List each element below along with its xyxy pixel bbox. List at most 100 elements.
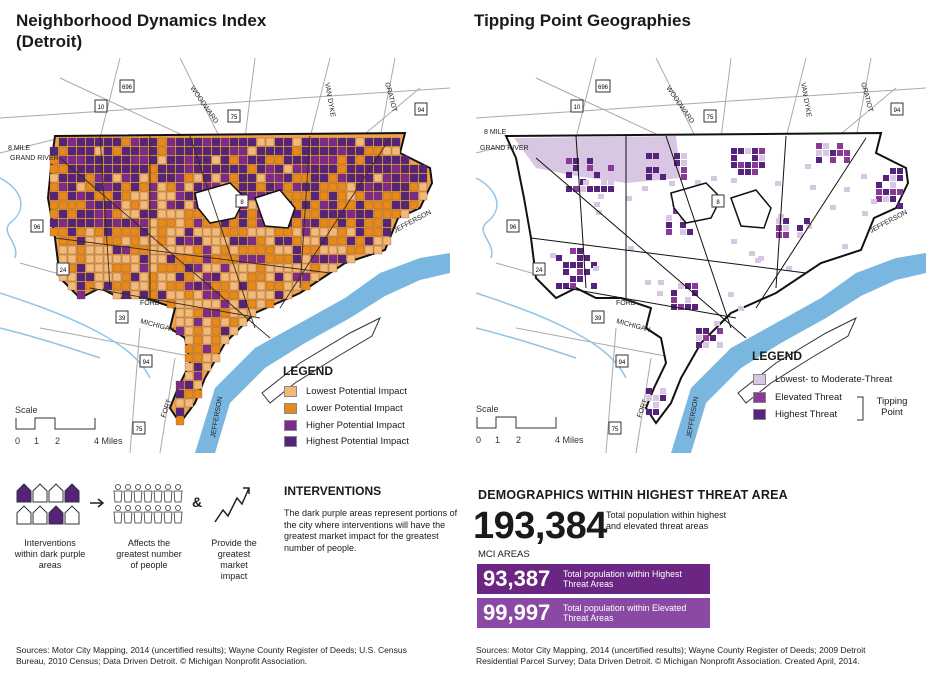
tipping-point-bracket bbox=[857, 396, 864, 421]
person-body-icon bbox=[163, 511, 173, 524]
left-legend-item: Highest Potential Impact bbox=[284, 436, 409, 447]
houses-icon bbox=[16, 483, 80, 525]
right-legend-item: Elevated Threat bbox=[753, 392, 842, 403]
left-scale-1: 1 bbox=[34, 436, 40, 446]
person-body-icon bbox=[133, 490, 143, 503]
swatch-lower bbox=[284, 403, 297, 414]
label-michigan: MICHIGAN bbox=[615, 318, 651, 334]
svg-text:94: 94 bbox=[418, 108, 425, 114]
right-scale-4: 4 Miles bbox=[555, 435, 584, 445]
detroit-river bbox=[671, 253, 926, 453]
label-grand-river: GRAND RIVER bbox=[10, 155, 59, 162]
person-head-icon bbox=[145, 484, 151, 490]
shield-696-icon: 696 bbox=[119, 79, 135, 93]
highest-threat-desc: Total population within Highest Threat A… bbox=[563, 569, 682, 589]
left-scale-bar bbox=[15, 417, 96, 430]
person-body-icon bbox=[163, 490, 173, 503]
person-head-icon bbox=[115, 505, 121, 511]
highest-threat-number: 93,387 bbox=[483, 566, 551, 591]
label-ford: FORD bbox=[140, 300, 160, 307]
shield-94-icon: 94 bbox=[414, 102, 428, 116]
swatch-lowest-moderate bbox=[753, 374, 766, 385]
house-icon bbox=[48, 483, 64, 503]
route-shields: 696 10 75 94 8 96 24 39 94 75 bbox=[30, 79, 428, 435]
svg-text:8: 8 bbox=[716, 200, 720, 206]
left-map-title: Neighborhood Dynamics Index (Detroit) bbox=[16, 11, 267, 51]
svg-text:24: 24 bbox=[60, 268, 67, 274]
caption-market: Provide the greatest market impact bbox=[211, 538, 257, 581]
interventions-body: The dark purple areas represent portions… bbox=[284, 508, 458, 553]
svg-text:696: 696 bbox=[122, 85, 133, 91]
house-icon bbox=[32, 483, 48, 503]
people-icon bbox=[113, 484, 183, 524]
shield-39-icon: 39 bbox=[591, 310, 605, 324]
total-population-desc: Total population within highest and elev… bbox=[606, 510, 727, 531]
swatch-highest bbox=[284, 436, 297, 447]
house-icon bbox=[16, 483, 32, 503]
svg-text:696: 696 bbox=[598, 85, 609, 91]
tipping-point-label: Tipping Point bbox=[876, 396, 908, 418]
shield-10-icon: 10 bbox=[94, 99, 108, 113]
shield-10-icon: 10 bbox=[570, 99, 584, 113]
right-legend-item: Highest Threat bbox=[753, 409, 837, 420]
detroit-river bbox=[195, 253, 450, 453]
svg-text:8: 8 bbox=[240, 200, 244, 206]
right-map-title: Tipping Point Geographies bbox=[474, 11, 691, 30]
rivers bbox=[0, 177, 151, 379]
neighborhood-dynamics-map: 8 MILE GRAND RIVER WOODWARD VAN DYKE GRA… bbox=[0, 58, 450, 453]
shield-696-icon: 696 bbox=[595, 79, 611, 93]
svg-text:24: 24 bbox=[536, 268, 543, 274]
island bbox=[261, 316, 382, 404]
shield-75-icon: 75 bbox=[227, 109, 241, 123]
person-head-icon bbox=[165, 505, 171, 511]
person-body-icon bbox=[133, 511, 143, 524]
swatch-higher bbox=[284, 420, 297, 431]
right-scale-1: 1 bbox=[495, 435, 501, 445]
label-8-mile: 8 MILE bbox=[8, 145, 31, 152]
route-shields: 696 10 75 94 8 96 24 39 94 75 bbox=[506, 79, 904, 435]
interventions-title: INTERVENTIONS bbox=[284, 484, 382, 498]
svg-text:39: 39 bbox=[119, 316, 126, 322]
svg-text:94: 94 bbox=[619, 360, 626, 366]
person-head-icon bbox=[125, 505, 131, 511]
house-icon bbox=[32, 505, 48, 525]
svg-text:75: 75 bbox=[136, 427, 143, 433]
person-head-icon bbox=[115, 484, 121, 490]
svg-text:75: 75 bbox=[231, 115, 238, 121]
person-body-icon bbox=[173, 490, 183, 503]
person-head-icon bbox=[175, 484, 181, 490]
elevated-threat-number: 99,997 bbox=[483, 600, 551, 625]
background-roads bbox=[476, 58, 926, 453]
person-head-icon bbox=[155, 505, 161, 511]
shield-75-icon: 75 bbox=[703, 109, 717, 123]
label-grand-river: GRAND RIVER bbox=[480, 145, 529, 152]
shield-24-icon: 24 bbox=[532, 262, 546, 276]
person-body-icon bbox=[153, 511, 163, 524]
ampersand: & bbox=[192, 494, 203, 510]
elevated-threat-bar: 99,997 Total population within Elevated … bbox=[477, 598, 710, 628]
svg-text:75: 75 bbox=[612, 427, 619, 433]
arrow-right-icon bbox=[90, 498, 105, 508]
shield-75b-icon: 75 bbox=[132, 421, 146, 435]
enclave-highland-park bbox=[194, 182, 246, 224]
left-scale-label: Scale bbox=[15, 405, 38, 415]
left-legend-item: Lowest Potential Impact bbox=[284, 386, 407, 397]
left-scale-0: 0 bbox=[15, 436, 21, 446]
city-streets bbox=[530, 135, 867, 339]
svg-text:75: 75 bbox=[707, 115, 714, 121]
person-head-icon bbox=[145, 505, 151, 511]
right-legend-title: LEGEND bbox=[752, 349, 803, 363]
lowest-threat-region bbox=[514, 136, 681, 183]
left-legend-item: Higher Potential Impact bbox=[284, 420, 405, 431]
left-legend-item: Lower Potential Impact bbox=[284, 403, 403, 414]
sources-right: Sources: Motor City Mapping, 2014 (uncer… bbox=[476, 645, 866, 666]
person-head-icon bbox=[135, 484, 141, 490]
left-scale-2: 2 bbox=[55, 436, 61, 446]
city-streets bbox=[54, 135, 391, 339]
rivers bbox=[476, 177, 627, 379]
demographics-title: DEMOGRAPHICS WITHIN HIGHEST THREAT AREA bbox=[478, 488, 788, 502]
left-legend-title: LEGEND bbox=[283, 364, 334, 378]
house-icon bbox=[16, 505, 32, 525]
person-head-icon bbox=[165, 484, 171, 490]
svg-text:96: 96 bbox=[34, 225, 41, 231]
